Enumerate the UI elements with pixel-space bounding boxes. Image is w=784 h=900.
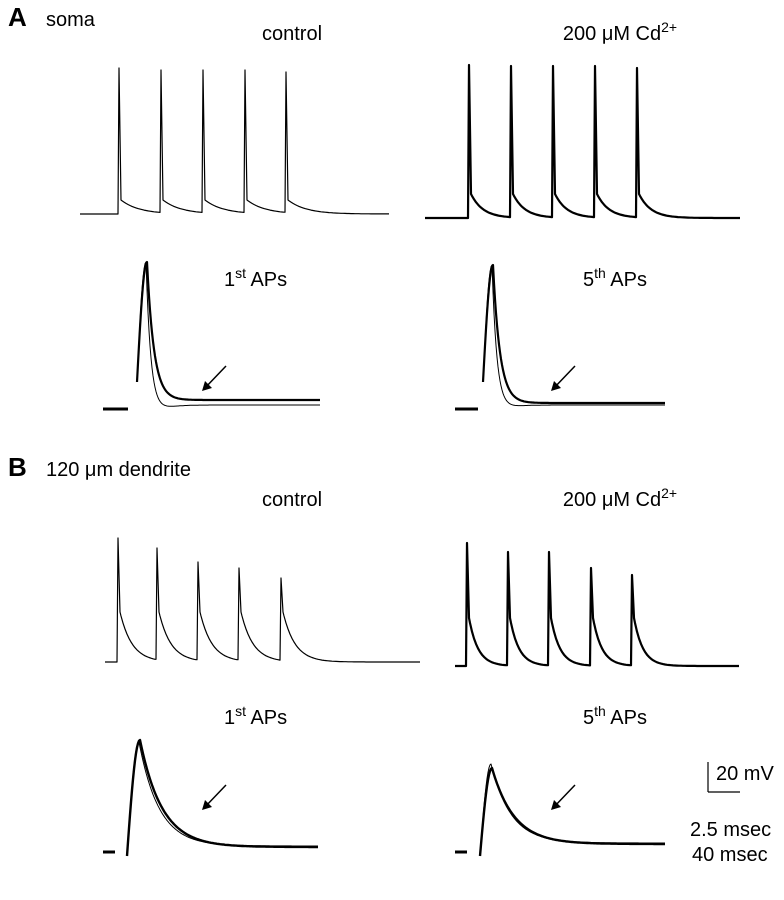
overlay-text: 5 (583, 269, 594, 291)
arrowheads (202, 381, 561, 810)
overlay-sup: th (594, 703, 606, 719)
condition-label: control (262, 23, 322, 45)
scale-label: 40 msec (692, 844, 768, 866)
condition-text: 200 μM Cd (563, 23, 661, 45)
overlay-rest: APs (606, 269, 647, 291)
arrowhead (551, 381, 561, 391)
overlay-sup: st (235, 265, 246, 281)
overlay-rest: APs (246, 707, 287, 729)
overlay-label: 5th APs (583, 703, 647, 729)
scale-label: 2.5 msec (690, 819, 771, 841)
trace (136, 261, 320, 407)
trace (125, 738, 319, 857)
scale-bar (707, 762, 740, 793)
overlay-label: 1st APs (224, 703, 287, 729)
arrowhead (202, 800, 212, 810)
trace (455, 541, 739, 668)
traces (80, 63, 740, 857)
condition-label: 200 μM Cd2+ (563, 485, 677, 511)
panel-title: 120 μm dendrite (46, 459, 191, 481)
overlay-text: 5 (583, 707, 594, 729)
baseline-bars (103, 407, 478, 854)
condition-sup: 2+ (661, 19, 677, 35)
trace (105, 537, 420, 663)
arrowhead (202, 381, 212, 391)
trace (425, 63, 740, 220)
overlay-rest: APs (246, 269, 287, 291)
arrows (203, 365, 576, 809)
overlay-rest: APs (606, 707, 647, 729)
condition-text: 200 μM Cd (563, 489, 661, 511)
trace (482, 264, 665, 407)
condition-sup: 2+ (661, 485, 677, 501)
overlay-text: 1 (224, 269, 235, 291)
overlay-label: 1st APs (224, 265, 287, 291)
overlay-text: 1 (224, 707, 235, 729)
trace (80, 67, 389, 215)
trace (135, 260, 321, 402)
scale-label: 20 mV (716, 763, 774, 785)
overlay-label: 5th APs (583, 265, 647, 291)
condition-label: control (262, 489, 322, 511)
overlay-sup: th (594, 265, 606, 281)
overlay-sup: st (235, 703, 246, 719)
panel-label: A (8, 2, 27, 32)
trace (126, 741, 318, 857)
panel-label: B (8, 452, 27, 482)
condition-label: 200 μM Cd2+ (563, 19, 677, 45)
trace (481, 263, 666, 405)
panel-title: soma (46, 9, 96, 31)
arrowhead (551, 800, 561, 810)
trace (479, 763, 665, 857)
